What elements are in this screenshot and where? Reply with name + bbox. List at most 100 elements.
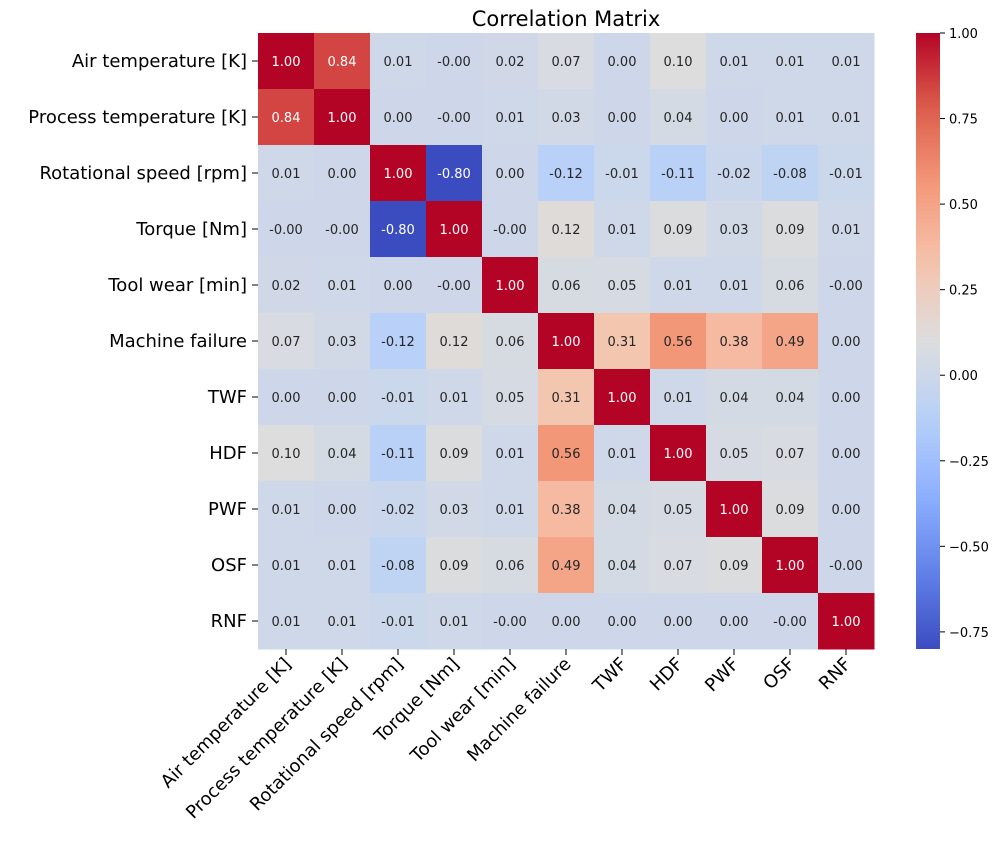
cell-value-label: 0.02	[272, 279, 301, 294]
cell-value-label: 0.84	[272, 111, 301, 126]
colorbar-gradient	[916, 33, 940, 649]
heatmap-cell	[482, 369, 539, 426]
cell-value-label: -0.00	[437, 55, 471, 70]
heatmap-cell	[818, 89, 875, 146]
column-label: HDF	[646, 654, 688, 696]
heatmap-cell	[650, 201, 707, 258]
cell-value-label: 0.09	[664, 223, 693, 238]
cell-value-label: -0.08	[773, 167, 807, 182]
cell-value-label: 0.09	[720, 559, 749, 574]
heatmap-cell	[594, 425, 651, 482]
cell-value-label: 0.01	[384, 55, 413, 70]
cell-value-label: 0.09	[776, 223, 805, 238]
row-label: TWF	[207, 387, 247, 408]
heatmap-cell	[370, 201, 427, 258]
heatmap-cell	[594, 593, 651, 650]
heatmap-cell	[818, 145, 875, 202]
cell-value-label: 0.06	[496, 335, 525, 350]
heatmap-cell	[314, 537, 371, 594]
cell-value-label: 0.01	[328, 615, 357, 630]
cell-value-label: -0.12	[381, 335, 415, 350]
heatmap-cell	[426, 257, 483, 314]
heatmap-cell	[594, 33, 651, 90]
cell-value-label: 0.01	[608, 447, 637, 462]
heatmap-cell	[706, 481, 763, 538]
heatmap-cell	[818, 257, 875, 314]
cell-value-label: 0.01	[328, 559, 357, 574]
row-label: OSF	[211, 555, 247, 576]
cell-value-label: 0.00	[720, 615, 749, 630]
cell-value-label: 0.31	[608, 335, 637, 350]
cell-value-label: 0.01	[496, 503, 525, 518]
heatmap-cell	[762, 145, 819, 202]
cell-value-label: 0.04	[608, 559, 637, 574]
cell-value-label: 0.01	[832, 223, 861, 238]
cell-value-label: -0.01	[381, 615, 415, 630]
heatmap-cell	[818, 33, 875, 90]
chart-title: Correlation Matrix	[472, 7, 661, 31]
heatmap-cell	[538, 257, 595, 314]
heatmap-cell	[538, 537, 595, 594]
heatmap-cell	[482, 425, 539, 482]
heatmap-cell	[594, 313, 651, 370]
heatmap-cell	[706, 89, 763, 146]
cell-value-label: 0.00	[328, 503, 357, 518]
heatmap-cell	[762, 425, 819, 482]
row-label: PWF	[208, 499, 247, 520]
heatmap-cell	[818, 201, 875, 258]
cell-value-label: 0.12	[440, 335, 469, 350]
heatmap-cell	[538, 33, 595, 90]
heatmap-cell	[538, 201, 595, 258]
cell-value-label: 0.06	[552, 279, 581, 294]
cell-value-label: 0.56	[664, 335, 693, 350]
heatmap-cell	[706, 201, 763, 258]
cell-value-label: -0.80	[437, 167, 471, 182]
heatmap-cell	[818, 481, 875, 538]
cell-value-label: 1.00	[608, 391, 637, 406]
heatmap-cell	[426, 201, 483, 258]
cell-value-label: 0.49	[776, 335, 805, 350]
heatmap-cell	[482, 257, 539, 314]
cell-value-label: 1.00	[384, 167, 413, 182]
cell-value-label: -0.01	[381, 391, 415, 406]
heatmap-cell	[482, 145, 539, 202]
cell-value-label: 0.01	[608, 223, 637, 238]
cell-value-label: 0.00	[328, 391, 357, 406]
cell-value-label: 0.00	[272, 391, 301, 406]
cell-value-label: -0.02	[381, 503, 415, 518]
cell-value-label: -0.00	[493, 615, 527, 630]
cell-value-label: 0.07	[552, 55, 581, 70]
heatmap-cell	[258, 593, 315, 650]
cell-value-label: 0.09	[776, 503, 805, 518]
cell-value-label: 0.01	[832, 55, 861, 70]
heatmap-cell	[482, 89, 539, 146]
heatmap-cell	[594, 481, 651, 538]
heatmap-cell	[650, 425, 707, 482]
heatmap-cell	[314, 89, 371, 146]
heatmap-cell	[706, 425, 763, 482]
cell-value-label: -0.11	[661, 167, 695, 182]
heatmap-cell	[762, 201, 819, 258]
heatmap-cell	[762, 313, 819, 370]
cell-value-label: 0.01	[720, 55, 749, 70]
cell-value-label: 0.04	[776, 391, 805, 406]
heatmap-cell	[594, 537, 651, 594]
heatmap-cell	[538, 593, 595, 650]
cell-value-label: 0.00	[608, 55, 637, 70]
heatmap-cell	[482, 201, 539, 258]
heatmap-cell	[370, 89, 427, 146]
heatmap-cell	[482, 537, 539, 594]
heatmap-cell	[650, 89, 707, 146]
heatmap-cell	[258, 481, 315, 538]
cell-value-label: 0.01	[440, 615, 469, 630]
heatmap-cell	[426, 89, 483, 146]
heatmap-cell	[650, 257, 707, 314]
cell-value-label: 0.00	[832, 335, 861, 350]
column-label: Machine failure	[463, 654, 575, 766]
row-label: Machine failure	[109, 331, 247, 352]
heatmap-cell	[482, 593, 539, 650]
heatmap-cell	[426, 481, 483, 538]
colorbar-tick-label: −0.75	[949, 626, 989, 641]
heatmap-cell	[426, 593, 483, 650]
